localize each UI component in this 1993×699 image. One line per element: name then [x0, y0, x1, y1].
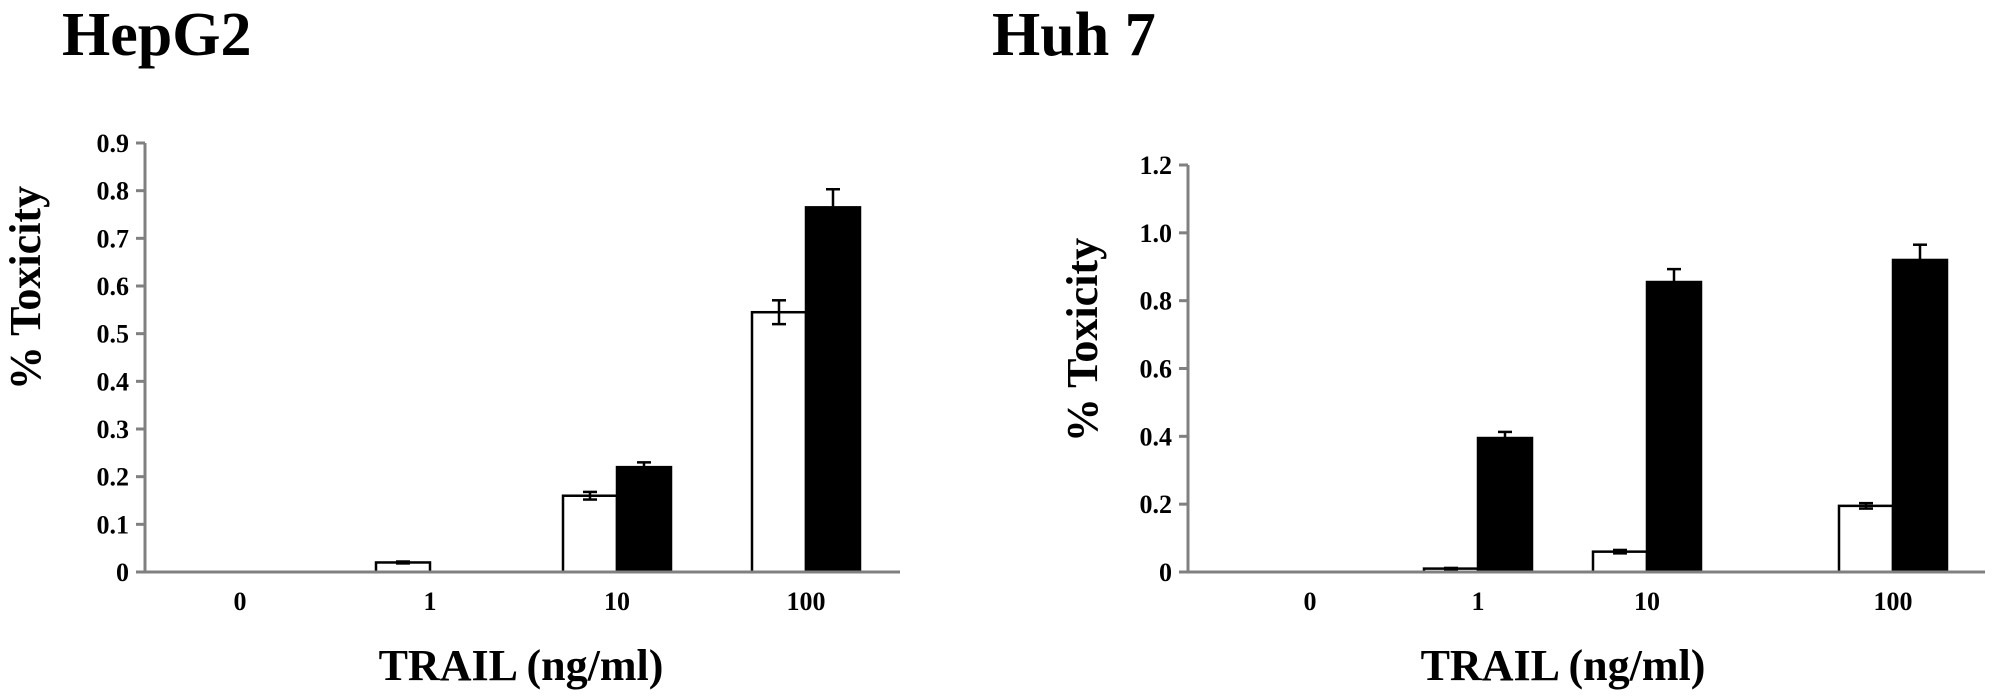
chart-hepg2: HepG2 % Toxicity TRAIL (ng/ml) 0 0.1 0.2 0.…	[1, 1, 900, 690]
x-tick-label: 0	[1304, 587, 1317, 616]
x-axis-title: TRAIL (ng/ml)	[1421, 641, 1706, 690]
bar	[750, 310, 808, 574]
x-tick-label: 1	[1472, 587, 1485, 616]
y-tick-label: 0.8	[97, 177, 130, 206]
y-tick-label: 0.1	[97, 510, 130, 539]
x-tick-label: 0	[234, 587, 247, 616]
y-tick-label: 0.5	[97, 320, 130, 349]
y-tick-label: 0.2	[1140, 490, 1173, 519]
y-tick-label: 0	[116, 558, 129, 587]
chart-title: Huh 7	[992, 1, 1156, 69]
x-axis-title: TRAIL (ng/ml)	[379, 641, 664, 690]
y-axis-title: % Toxicity	[1058, 238, 1107, 442]
y-tick-label: 0.4	[1140, 422, 1173, 451]
y-tick-label: 0.9	[97, 129, 130, 158]
bar	[1591, 550, 1649, 574]
y-tick-label: 0.4	[97, 367, 130, 396]
y-tick-label: 0.6	[1140, 355, 1173, 384]
y-tick-label: 0.8	[1140, 287, 1173, 316]
x-tick-label: 100	[787, 587, 826, 616]
x-tick-label: 1	[424, 587, 437, 616]
chart-huh7: Huh 7 % Toxicity TRAIL (ng/ml) 0 0.2 0.4 0.…	[992, 1, 1985, 690]
y-tick-label: 0.6	[97, 272, 130, 301]
x-tick-label: 10	[1634, 587, 1660, 616]
x-tick-label: 10	[604, 587, 630, 616]
y-tick-label: 0.7	[97, 224, 130, 253]
y-tick-label: 0.2	[97, 463, 130, 492]
bar	[1645, 280, 1703, 574]
bar	[615, 465, 673, 574]
bar	[561, 494, 619, 574]
y-axis-title: % Toxicity	[1, 186, 50, 390]
chart-title: HepG2	[62, 1, 251, 69]
y-tick-label: 0.3	[97, 415, 130, 444]
bar	[804, 206, 862, 574]
y-tick-label: 1.2	[1140, 151, 1173, 180]
y-tick-label: 1.0	[1140, 219, 1173, 248]
bar	[1476, 436, 1534, 574]
y-tick-label: 0	[1159, 558, 1172, 587]
bar	[1891, 258, 1949, 574]
x-tick-label: 100	[1874, 587, 1913, 616]
bar	[1837, 504, 1895, 574]
